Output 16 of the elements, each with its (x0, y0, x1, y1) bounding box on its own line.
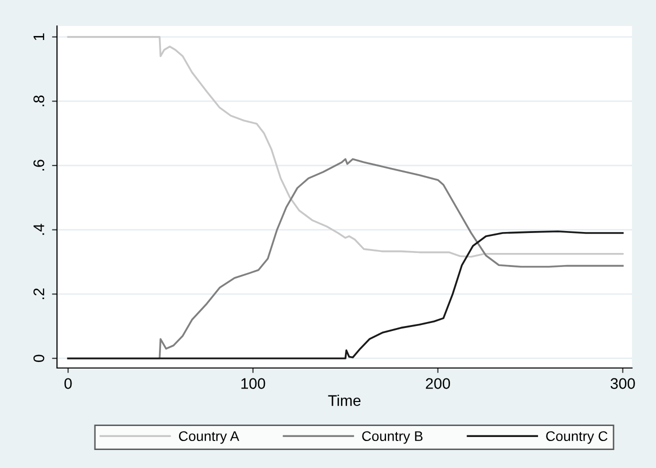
line-series (67, 36, 624, 258)
legend-label: Country C (546, 431, 608, 444)
y-tick-label: .4 (34, 224, 44, 235)
y-tick-label: 0 (33, 354, 44, 362)
line-series (67, 230, 624, 360)
x-axis-title: Time (328, 394, 361, 406)
x-tick-label: 200 (426, 378, 450, 389)
y-tick-label: 1 (34, 33, 44, 40)
x-tick-label: 100 (241, 378, 266, 389)
x-tick-label: 0 (64, 378, 72, 389)
y-tick-label: .2 (33, 288, 44, 300)
y-tick-label: .6 (33, 160, 44, 170)
y-tick-label: .8 (33, 96, 44, 106)
legend-label: Country B (362, 431, 423, 444)
legend-label: Country A (178, 431, 240, 444)
x-tick-label: 300 (610, 378, 635, 389)
